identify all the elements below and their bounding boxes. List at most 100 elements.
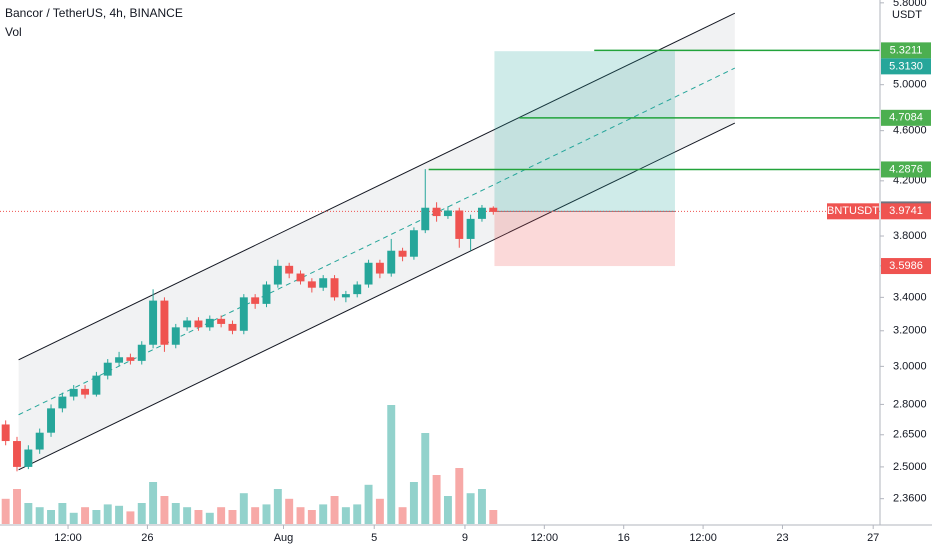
volume-bar <box>273 489 282 524</box>
volume-bar <box>24 503 33 524</box>
volume-bar <box>205 512 214 524</box>
position-stop-zone <box>494 211 675 267</box>
volume-bar <box>183 507 192 524</box>
candle-body <box>387 250 396 274</box>
chart-title: Bancor / TetherUS, 4h, BINANCE <box>5 6 183 20</box>
volume-bar <box>443 496 452 524</box>
candle-body <box>13 441 21 467</box>
candle-body <box>228 323 237 331</box>
volume-bar <box>387 405 396 524</box>
candle-body <box>353 284 362 295</box>
volume-bar <box>69 512 78 524</box>
volume-bar <box>126 511 135 524</box>
candle-body <box>160 300 169 345</box>
x-tick-label: Aug <box>274 532 294 544</box>
volume-bar <box>149 482 158 524</box>
y-tick-label: 3.4000 <box>893 291 927 303</box>
volume-bar <box>217 507 226 524</box>
y-tick-label: 3.8000 <box>893 230 927 242</box>
volume-bar <box>341 507 350 524</box>
volume-bar <box>409 482 418 524</box>
x-tick-label: 27 <box>867 532 879 544</box>
volume-bar <box>285 498 294 524</box>
volume-bar <box>251 507 260 524</box>
y-tick-label: 3.2000 <box>893 325 927 337</box>
price-badge <box>881 109 931 126</box>
plot-area <box>0 12 880 524</box>
candle-body <box>194 320 203 328</box>
candle-body <box>432 207 441 217</box>
volume-bar <box>194 510 203 524</box>
channel-middle <box>18 67 736 416</box>
volume-bar <box>319 504 328 524</box>
candle-body <box>285 265 294 274</box>
candle-body <box>69 388 78 397</box>
price-badge-label: 3.9741 <box>889 205 923 217</box>
candle-body <box>137 344 146 361</box>
candle-body <box>489 207 498 212</box>
candle-body <box>149 300 158 345</box>
symbol-badge-label: BNTUSDT <box>827 205 879 217</box>
candle-body <box>239 297 248 331</box>
channel-lower <box>18 122 736 471</box>
candle-body <box>81 388 90 395</box>
candle-body <box>398 250 407 257</box>
x-tick-label: 12:00 <box>531 532 559 544</box>
volume-bar <box>13 489 21 524</box>
channel-upper <box>18 12 736 361</box>
volume-bar <box>432 475 441 524</box>
volume-bar <box>330 496 339 524</box>
candle-body <box>455 210 464 239</box>
candle-body <box>364 262 373 285</box>
volume-bar <box>353 504 362 524</box>
candle-body <box>24 449 33 467</box>
volume-bar <box>455 468 464 524</box>
y-tick-label: 4.6000 <box>893 125 927 137</box>
volume-bar <box>296 507 305 524</box>
price-badge <box>881 161 931 178</box>
y-tick-label: 2.5000 <box>893 461 927 473</box>
volume-bar <box>364 484 373 524</box>
volume-label: Vol <box>5 25 22 39</box>
candle-body <box>115 357 124 363</box>
candle-body <box>273 265 282 285</box>
candle-body <box>375 262 384 274</box>
volume-bar <box>307 510 316 524</box>
volume-bar <box>47 510 55 524</box>
candle-body <box>296 273 305 282</box>
volume-bar <box>115 505 124 524</box>
candle-body <box>466 218 475 239</box>
volume-bar <box>81 507 90 524</box>
candle-body <box>58 396 67 409</box>
volume-bar <box>1 498 10 524</box>
volume-bar <box>171 503 180 524</box>
candle-body <box>307 281 316 288</box>
volume-bar <box>375 498 384 524</box>
volume-bar <box>160 496 169 524</box>
volume-bar <box>421 433 430 524</box>
x-tick-label: 12:00 <box>54 532 82 544</box>
volume-bar <box>262 504 271 524</box>
volume-bar <box>477 489 486 524</box>
price-badge <box>881 203 931 220</box>
candle-body <box>262 284 271 304</box>
candle-body <box>319 278 328 288</box>
price-badge <box>881 42 931 59</box>
candle-body <box>217 318 226 324</box>
axis-unit: USDT <box>892 9 922 21</box>
y-tick-label: 4.2000 <box>893 175 927 187</box>
candle-body <box>251 297 260 304</box>
candle-body <box>92 375 101 395</box>
x-tick-label: 12:00 <box>689 532 717 544</box>
y-tick-label: 2.3600 <box>893 493 927 505</box>
x-tick-label: 16 <box>618 532 630 544</box>
price-badge-label: 4.7084 <box>889 112 923 124</box>
candle-body <box>171 327 180 345</box>
volume-bar <box>239 493 248 524</box>
volume-bar <box>103 504 112 524</box>
candle-body <box>409 230 418 257</box>
y-tick-label: 2.6500 <box>893 429 927 441</box>
candle-body <box>47 408 55 433</box>
x-tick-label: 5 <box>371 532 377 544</box>
volume-bar <box>58 503 67 524</box>
